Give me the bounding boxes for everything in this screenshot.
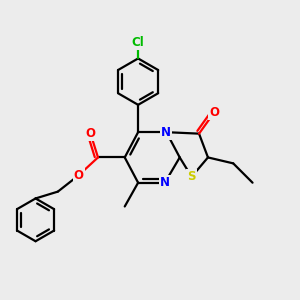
Text: N: N bbox=[160, 176, 170, 189]
Text: O: O bbox=[209, 106, 219, 119]
Text: S: S bbox=[188, 170, 196, 183]
Text: N: N bbox=[161, 126, 171, 139]
Text: Cl: Cl bbox=[132, 36, 145, 49]
Text: O: O bbox=[74, 169, 84, 182]
Text: O: O bbox=[85, 127, 96, 140]
